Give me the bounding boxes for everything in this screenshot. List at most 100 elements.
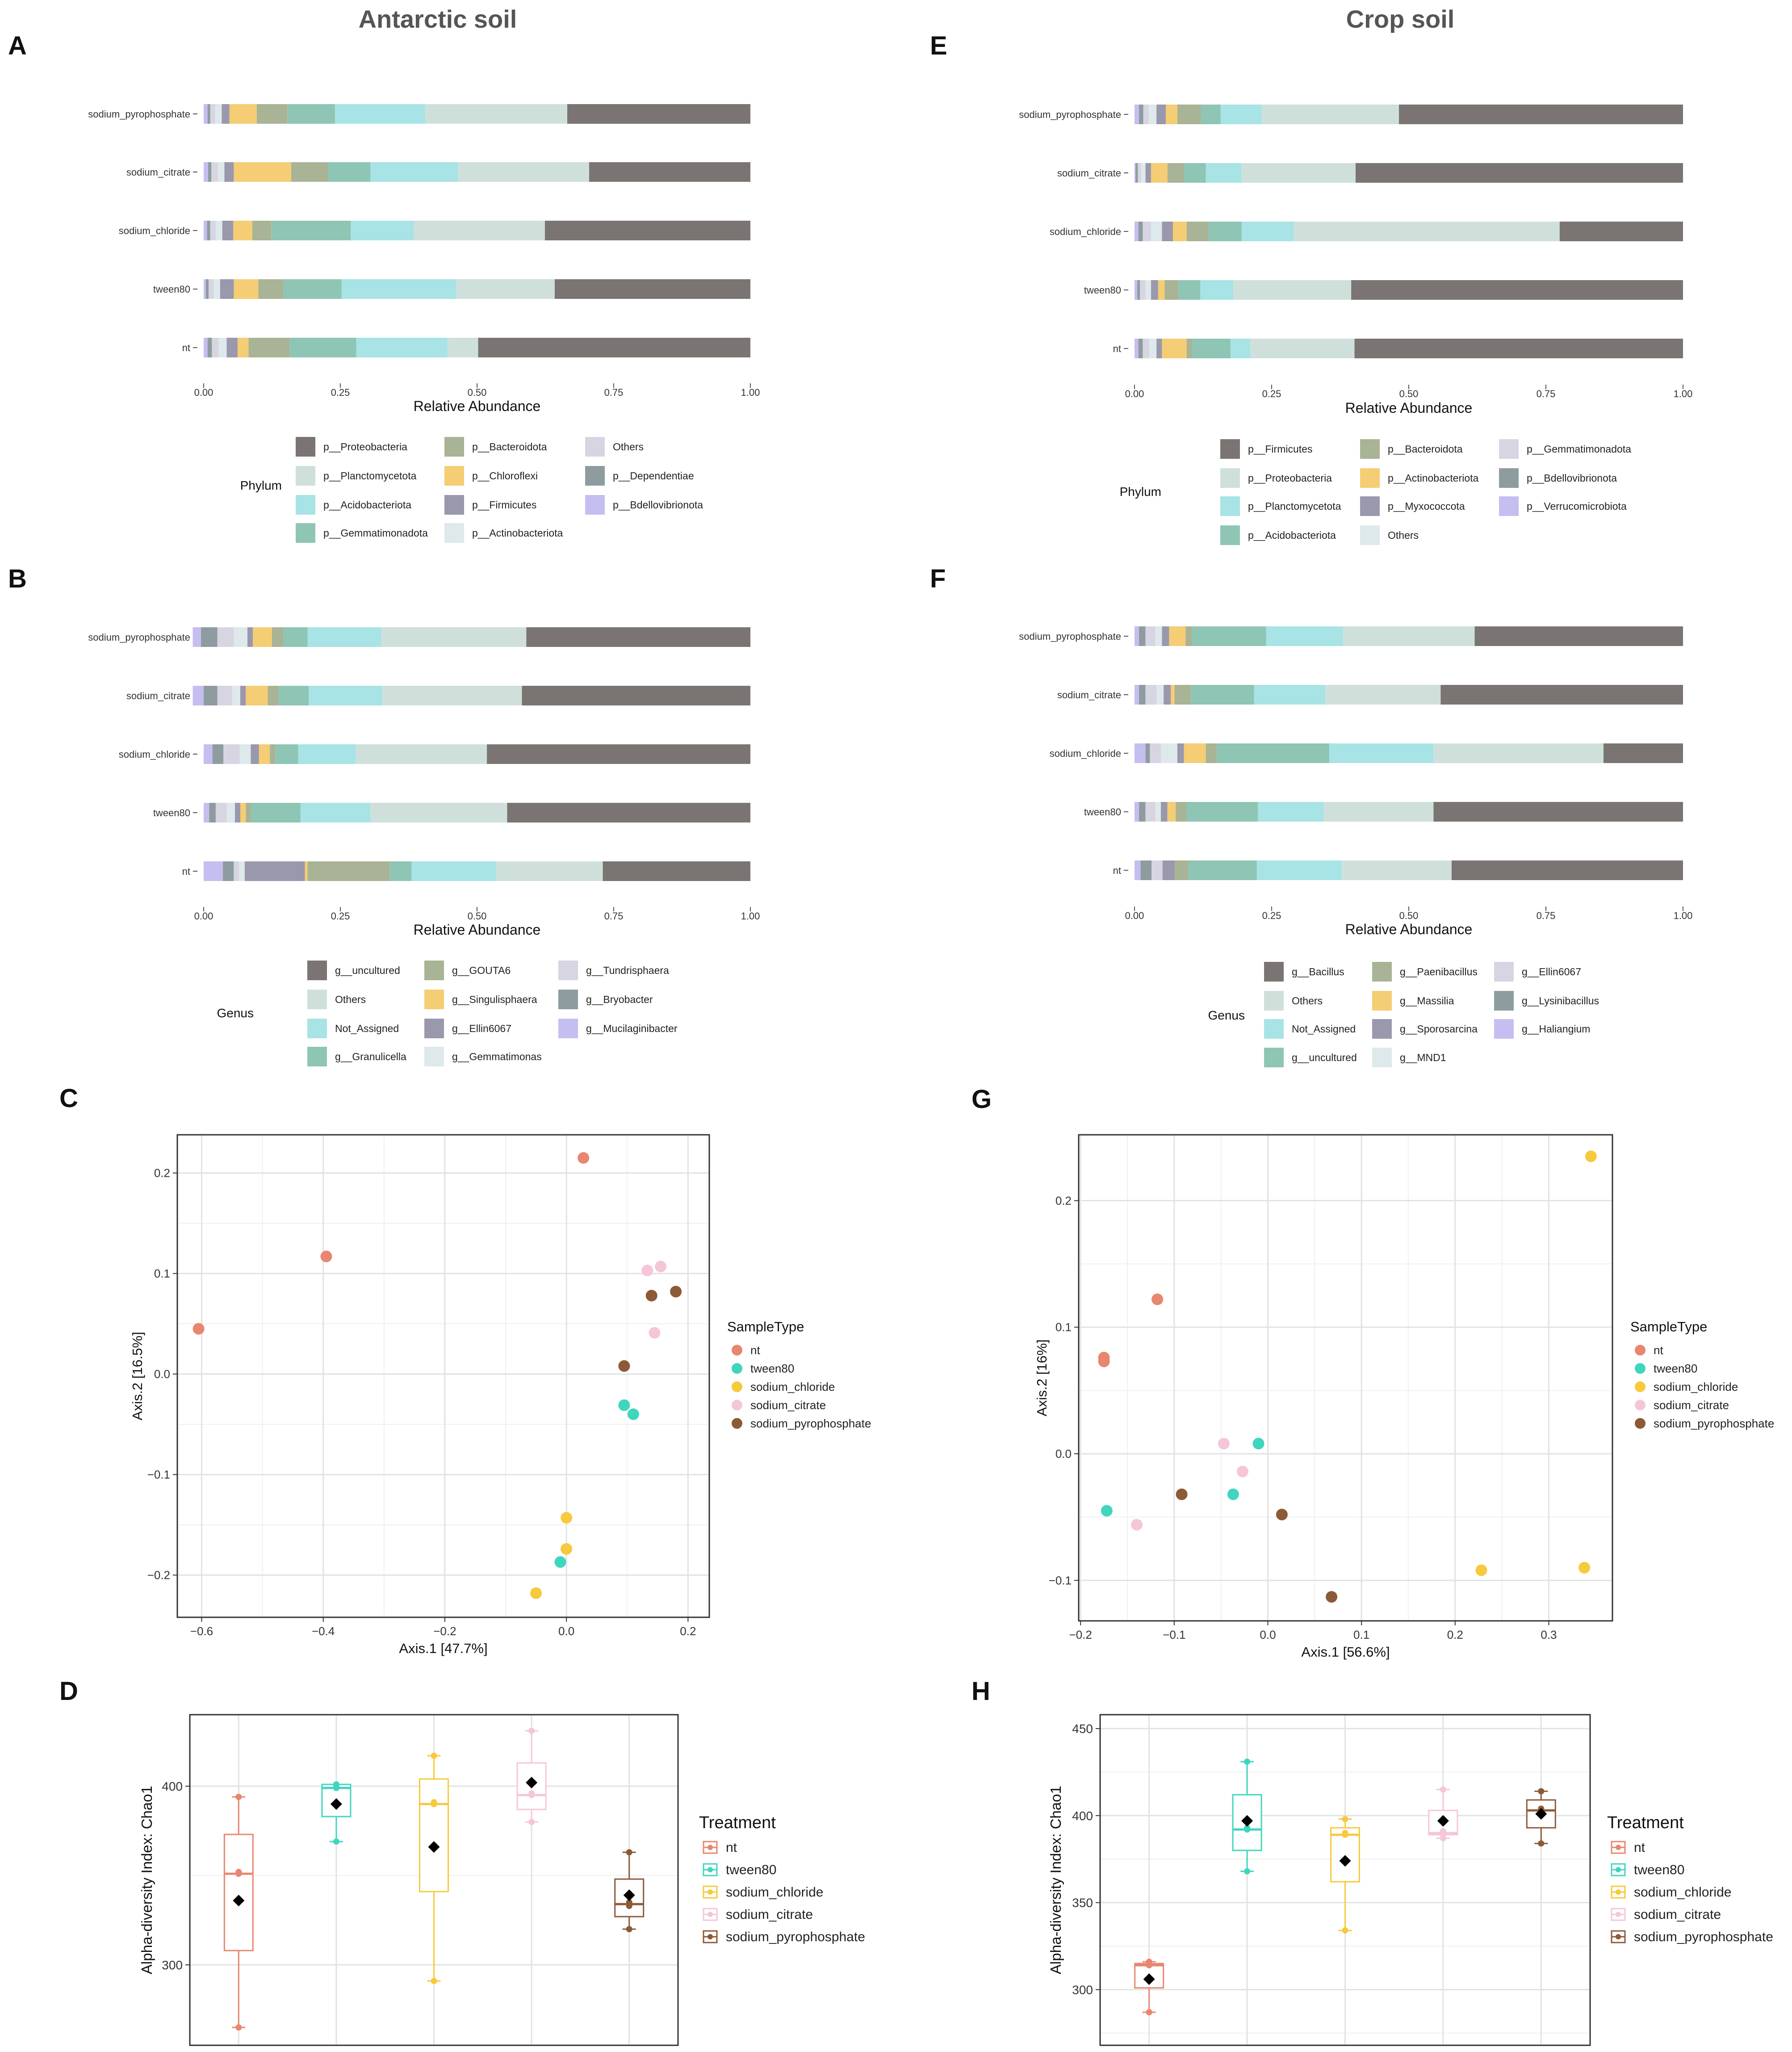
bar-segment-sodium_chloride-g__Bacillus <box>1603 743 1683 763</box>
y-axis-label: Axis.2 [16.5%] <box>130 1332 145 1420</box>
sample-label-nt: nt <box>1113 343 1121 354</box>
bar-segment-nt-p__Dependentiae <box>207 338 212 357</box>
bar-segment-sodium_citrate-g__Paenibacillus <box>1174 685 1191 705</box>
scatter-point-sodium_chloride <box>1585 1150 1597 1162</box>
box-point <box>1342 1830 1348 1836</box>
bar-segment-sodium_citrate-g__Haliangium <box>1135 685 1139 705</box>
bar-segment-tween80-g__GOUTA6 <box>246 803 251 822</box>
x-tick-label: −0.6 <box>190 1624 213 1638</box>
bar-segment-tween80-p__Acidobacteriota <box>1178 280 1201 300</box>
bar-segment-sodium_pyrophosphate-p__Actinobacteriota <box>215 104 222 124</box>
bar-segment-nt-Others <box>1342 860 1452 880</box>
legend-key-g__Singulisphaera <box>424 990 444 1009</box>
bar-segment-sodium_chloride-p__Verrucomicrobiota <box>1135 222 1139 241</box>
bar-segment-nt-Others <box>496 861 603 881</box>
legend-title: SampleType <box>727 1319 804 1334</box>
box-point <box>1244 1758 1251 1765</box>
bar-segment-sodium_pyrophosphate-p__Planctomycetota <box>425 104 567 124</box>
bar-segment-nt-g__uncultured <box>1188 860 1257 880</box>
bar-segment-sodium_pyrophosphate-p__Firmicutes <box>222 104 230 124</box>
panel-d-chao1-boxplot: 300 400 Alpha-diversity Index: Chao1 Treatm… <box>138 1714 865 2046</box>
x-tick-label: 0.25 <box>1262 910 1281 921</box>
legend-label-Others: Others <box>1292 995 1323 1007</box>
bar-segment-sodium_pyrophosphate-p__Proteobacteria <box>1261 105 1399 124</box>
y-tick-label: 0.1 <box>154 1267 170 1280</box>
legend-key-sodium_chloride <box>1635 1381 1645 1392</box>
sample-label-sodium_citrate: sodium_citrate <box>1057 689 1121 701</box>
y-tick-label: 350 <box>1072 1896 1093 1910</box>
bar-segment-tween80-p__Planctomycetota <box>1200 280 1234 300</box>
legend-label-g__Paenibacillus: g__Paenibacillus <box>1400 966 1478 978</box>
bar-segment-sodium_chloride-g__MND1 <box>1160 743 1177 763</box>
box-point <box>528 1790 535 1796</box>
bar-segment-sodium_chloride-p__Acidobacteriota <box>351 221 414 240</box>
legend-label-g__Haliangium: g__Haliangium <box>1522 1023 1590 1035</box>
panel-letter-f: F <box>930 564 946 593</box>
sample-label-tween80: tween80 <box>153 807 190 818</box>
legend-key-g__Granulicella <box>307 1047 327 1066</box>
bar-segment-sodium_pyrophosphate-p__Acidobacteriota <box>335 104 425 124</box>
bar-segment-tween80-Others <box>1323 802 1434 822</box>
bar-segment-sodium_citrate-p__Proteobacteria <box>589 162 750 182</box>
legend-title: SampleType <box>1630 1319 1707 1334</box>
box-nt <box>223 1794 254 2031</box>
box-point <box>235 1869 242 1875</box>
bar-segment-sodium_pyrophosphate-p__Bacteroidota <box>1177 105 1201 124</box>
box-nt <box>1134 1959 1164 2015</box>
legend-key-dot <box>708 1934 713 1939</box>
box-sodium_chloride <box>1330 1816 1360 1934</box>
legend-key-g__Massilia <box>1372 991 1392 1011</box>
box-mean-marker <box>526 1777 538 1788</box>
legend-label-p__Bdellovibrionota: p__Bdellovibrionota <box>613 499 703 511</box>
box-sodium_citrate <box>1428 1786 1458 1842</box>
bar-segment-sodium_chloride-p__Actinobacteriota <box>1173 222 1187 241</box>
legend-label-Others: Others <box>613 441 644 453</box>
y-tick-label: 0.0 <box>1055 1447 1072 1460</box>
legend-label-p__Proteobacteria: p__Proteobacteria <box>1248 472 1332 484</box>
y-axis-label: Alpha-diversity Index: Chao1 <box>1047 1786 1064 1974</box>
y-tick-label: −0.1 <box>147 1468 170 1481</box>
box-mean-marker <box>1143 1973 1155 1985</box>
legend-key-Not_Assigned <box>307 1019 327 1038</box>
sample-label-sodium_chloride: sodium_chloride <box>119 749 190 760</box>
box-sodium_pyrophosphate <box>614 1849 645 1932</box>
box-point <box>431 1753 437 1759</box>
legend-key-g__Tundrisphaera <box>558 961 578 980</box>
legend-label-p__Gemmatimonadota: p__Gemmatimonadota <box>323 527 428 539</box>
x-axis-label: Axis.1 [47.7%] <box>399 1641 487 1656</box>
legend-key-dot <box>1616 1889 1621 1895</box>
bar-segment-sodium_chloride-Others <box>1433 743 1604 763</box>
plot-background <box>177 1135 709 1617</box>
legend-key-g__uncultured <box>1264 1048 1284 1067</box>
bar-segment-sodium_citrate-g__Mucilaginibacter <box>193 686 204 705</box>
bar-segment-nt-p__Proteobacteria <box>478 338 750 357</box>
bar-segment-sodium_pyrophosphate-g__Ellin6067 <box>247 627 253 647</box>
bar-segment-tween80-p__Firmicutes <box>1351 280 1683 300</box>
panel-letter-h: H <box>971 1677 990 1706</box>
box-mean-marker <box>623 1889 635 1901</box>
box-point <box>1342 1816 1348 1822</box>
bar-segment-sodium_pyrophosphate-g__Haliangium <box>1135 626 1139 646</box>
legend-key-tween80 <box>732 1363 742 1374</box>
legend-key-g__Gemmatimonas <box>424 1047 444 1066</box>
bar-segment-sodium_citrate-Others <box>1141 163 1146 183</box>
bar-segment-nt-p__Acidobacteriota <box>356 338 448 357</box>
bar-segment-sodium_citrate-g__Gemmatimonas <box>232 686 240 705</box>
legend-label-p__Bacteroidota: p__Bacteroidota <box>1388 443 1463 455</box>
legend-label-sodium_pyrophosphate: sodium_pyrophosphate <box>1654 1417 1774 1430</box>
box-point <box>1146 1959 1152 1965</box>
box-point <box>626 1849 632 1855</box>
sample-label-sodium_pyrophosphate: sodium_pyrophosphate <box>1019 631 1121 642</box>
scatter-point-sodium_chloride <box>530 1587 542 1599</box>
x-tick-label: −0.4 <box>312 1624 335 1638</box>
legend-title: Treatment <box>699 1813 776 1832</box>
bar-segment-tween80-p__Actinobacteriota <box>214 279 220 299</box>
scatter-point-sodium_pyrophosphate <box>618 1360 630 1372</box>
bar-segment-sodium_pyrophosphate-p__Bdellovibrionota <box>1139 105 1143 124</box>
panel-letter-a: A <box>8 31 27 60</box>
bar-segment-sodium_chloride-p__Bdellovibrionota <box>1138 222 1143 241</box>
panel-e-phylum-stacked-bar: sodium_pyrophosphate sodium_citratesodium… <box>1019 105 1692 545</box>
bar-segment-sodium_pyrophosphate-Not_Assigned <box>307 627 381 647</box>
bar-segment-sodium_pyrophosphate-p__Bdellovibrionota <box>204 104 208 124</box>
bar-segment-nt-p__Planctomycetota <box>447 338 478 357</box>
